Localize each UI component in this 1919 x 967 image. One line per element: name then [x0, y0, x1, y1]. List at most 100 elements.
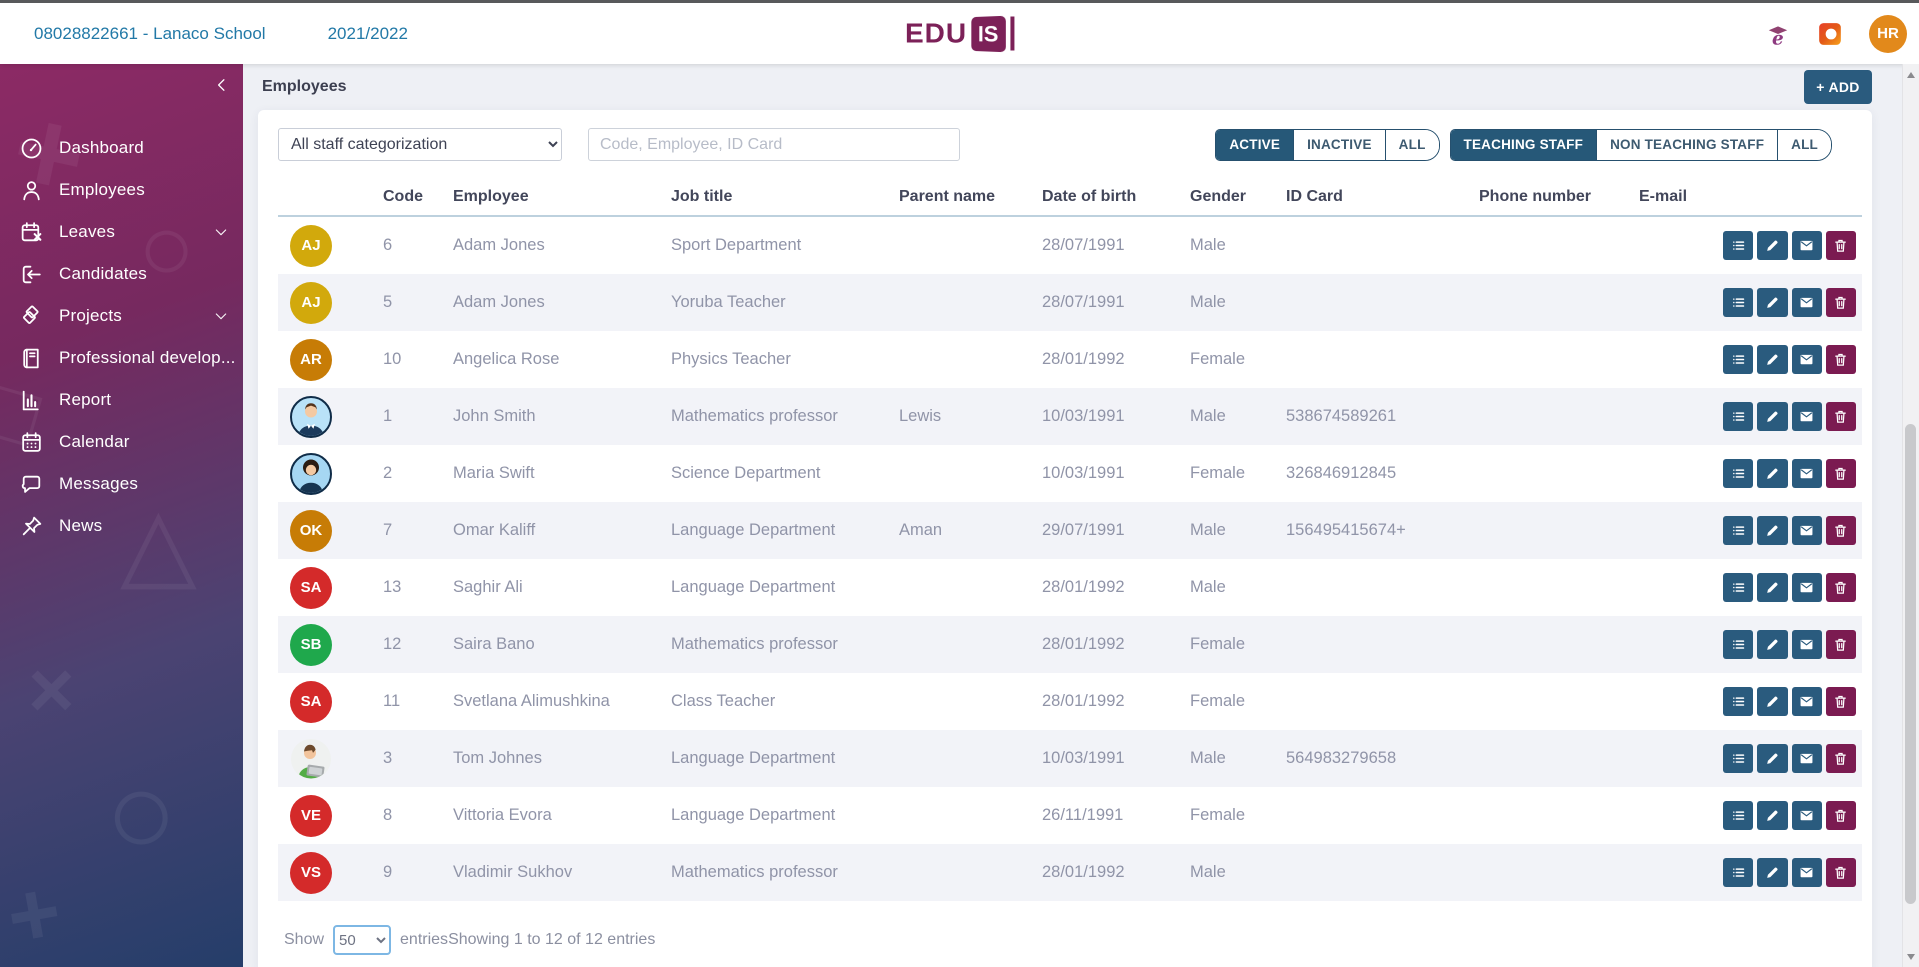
staff-filter-non-teaching-staff[interactable]: NON TEACHING STAFF	[1596, 129, 1778, 160]
row-action-edit-button[interactable]	[1757, 288, 1788, 317]
cell-gender: Male	[1190, 407, 1226, 425]
row-action-mail-button[interactable]	[1791, 630, 1822, 659]
row-action-delete-button[interactable]	[1825, 402, 1856, 431]
row-action-mail-button[interactable]	[1791, 345, 1822, 374]
row-action-mail-button[interactable]	[1791, 573, 1822, 602]
office-365-icon[interactable]	[1817, 21, 1843, 47]
sidebar-item-leaves[interactable]: Leaves	[0, 211, 243, 253]
sidebar-item-professional-develop[interactable]: Professional develop...	[0, 337, 243, 379]
cell-date-of-birth: 28/07/1991	[1042, 236, 1125, 254]
staff-filter-teaching-staff[interactable]: TEACHING STAFF	[1450, 129, 1597, 160]
search-input[interactable]	[588, 128, 960, 161]
row-action-details-button[interactable]	[1723, 459, 1754, 488]
row-action-details-button[interactable]	[1723, 288, 1754, 317]
edit-pencil-icon	[1765, 580, 1780, 595]
row-action-mail-button[interactable]	[1791, 231, 1822, 260]
add-employee-button[interactable]: + ADD	[1804, 70, 1872, 104]
cell-parent-name: Lewis	[899, 407, 942, 425]
cell-job-title: Language Department	[671, 806, 836, 824]
table-row: VE 8 Vittoria Evora Language Department 26/1…	[278, 787, 1862, 844]
row-action-details-button[interactable]	[1723, 801, 1754, 830]
staff-categorization-select[interactable]: All staff categorization	[278, 128, 562, 161]
row-action-details-button[interactable]	[1723, 744, 1754, 773]
row-action-mail-button[interactable]	[1791, 402, 1822, 431]
page-size-select[interactable]: 50	[333, 925, 392, 955]
vertical-scrollbar[interactable]	[1902, 64, 1919, 967]
avatar-cell	[278, 738, 383, 780]
row-action-details-button[interactable]	[1723, 630, 1754, 659]
leaves-calendar-icon	[19, 220, 44, 245]
row-action-delete-button[interactable]	[1825, 687, 1856, 716]
row-action-edit-button[interactable]	[1757, 402, 1788, 431]
row-action-edit-button[interactable]	[1757, 345, 1788, 374]
row-action-mail-button[interactable]	[1791, 288, 1822, 317]
row-action-delete-button[interactable]	[1825, 573, 1856, 602]
scrollbar-up-arrow[interactable]	[1903, 67, 1919, 83]
row-action-details-button[interactable]	[1723, 516, 1754, 545]
scrollbar-thumb[interactable]	[1905, 424, 1916, 904]
cell-code: 3	[383, 749, 393, 767]
delete-trash-icon	[1833, 637, 1848, 652]
row-action-delete-button[interactable]	[1825, 516, 1856, 545]
sidebar-item-news[interactable]: News	[0, 505, 243, 547]
sidebar-item-projects[interactable]: Projects	[0, 295, 243, 337]
row-action-edit-button[interactable]	[1757, 744, 1788, 773]
row-action-edit-button[interactable]	[1757, 516, 1788, 545]
status-filter-active[interactable]: ACTIVE	[1216, 129, 1294, 160]
row-action-details-button[interactable]	[1723, 573, 1754, 602]
row-action-delete-button[interactable]	[1825, 231, 1856, 260]
e-learning-icon[interactable]: e	[1765, 21, 1791, 47]
sidebar-item-employees[interactable]: Employees	[0, 169, 243, 211]
row-action-edit-button[interactable]	[1757, 858, 1788, 887]
row-action-details-button[interactable]	[1723, 858, 1754, 887]
row-action-delete-button[interactable]	[1825, 630, 1856, 659]
row-action-mail-button[interactable]	[1791, 516, 1822, 545]
scrollbar-down-arrow[interactable]	[1903, 948, 1919, 964]
row-action-mail-button[interactable]	[1791, 459, 1822, 488]
cell-gender: Male	[1190, 863, 1226, 881]
row-action-edit-button[interactable]	[1757, 573, 1788, 602]
cell-date-of-birth: 28/07/1991	[1042, 293, 1125, 311]
row-action-edit-button[interactable]	[1757, 630, 1788, 659]
row-action-delete-button[interactable]	[1825, 459, 1856, 488]
sidebar-item-calendar[interactable]: Calendar	[0, 421, 243, 463]
row-action-delete-button[interactable]	[1825, 288, 1856, 317]
table-row: AJ 5 Adam Jones Yoruba Teacher 28/07/1991 Mal…	[278, 274, 1862, 331]
sidebar-item-candidates[interactable]: Candidates	[0, 253, 243, 295]
sidebar-collapse-chevron-left-icon[interactable]	[213, 76, 231, 94]
avatar-initials: SA	[290, 680, 332, 723]
row-action-mail-button[interactable]	[1791, 801, 1822, 830]
row-action-edit-button[interactable]	[1757, 687, 1788, 716]
avatar-cell: VS	[278, 851, 383, 894]
school-link[interactable]: 08028822661 - Lanaco School	[34, 23, 266, 43]
cell-employee: Svetlana Alimushkina	[453, 692, 610, 710]
row-action-details-button[interactable]	[1723, 231, 1754, 260]
row-action-mail-button[interactable]	[1791, 744, 1822, 773]
row-action-edit-button[interactable]	[1757, 459, 1788, 488]
status-filter-inactive[interactable]: INACTIVE	[1293, 129, 1385, 160]
row-action-delete-button[interactable]	[1825, 801, 1856, 830]
status-filter-all[interactable]: ALL	[1384, 129, 1439, 160]
row-action-delete-button[interactable]	[1825, 345, 1856, 374]
row-action-details-button[interactable]	[1723, 345, 1754, 374]
delete-trash-icon	[1833, 352, 1848, 367]
row-action-mail-button[interactable]	[1791, 687, 1822, 716]
row-action-delete-button[interactable]	[1825, 744, 1856, 773]
delete-trash-icon	[1833, 694, 1848, 709]
sidebar-item-report[interactable]: Report	[0, 379, 243, 421]
user-avatar-badge[interactable]: HR	[1869, 14, 1907, 53]
messages-icon	[19, 472, 44, 497]
sidebar-item-dashboard[interactable]: Dashboard	[0, 127, 243, 169]
row-action-mail-button[interactable]	[1791, 858, 1822, 887]
row-action-edit-button[interactable]	[1757, 801, 1788, 830]
row-action-delete-button[interactable]	[1825, 858, 1856, 887]
row-action-details-button[interactable]	[1723, 687, 1754, 716]
details-list-icon	[1731, 466, 1746, 481]
row-action-edit-button[interactable]	[1757, 231, 1788, 260]
school-year-link[interactable]: 2021/2022	[327, 23, 408, 43]
row-action-details-button[interactable]	[1723, 402, 1754, 431]
main-content: Employees + ADD All staff categorization…	[243, 64, 1919, 967]
staff-filter-all[interactable]: ALL	[1777, 129, 1831, 160]
sidebar-menu: Dashboard Employees Leaves Candidates Projec…	[0, 127, 243, 547]
sidebar-item-messages[interactable]: Messages	[0, 463, 243, 505]
